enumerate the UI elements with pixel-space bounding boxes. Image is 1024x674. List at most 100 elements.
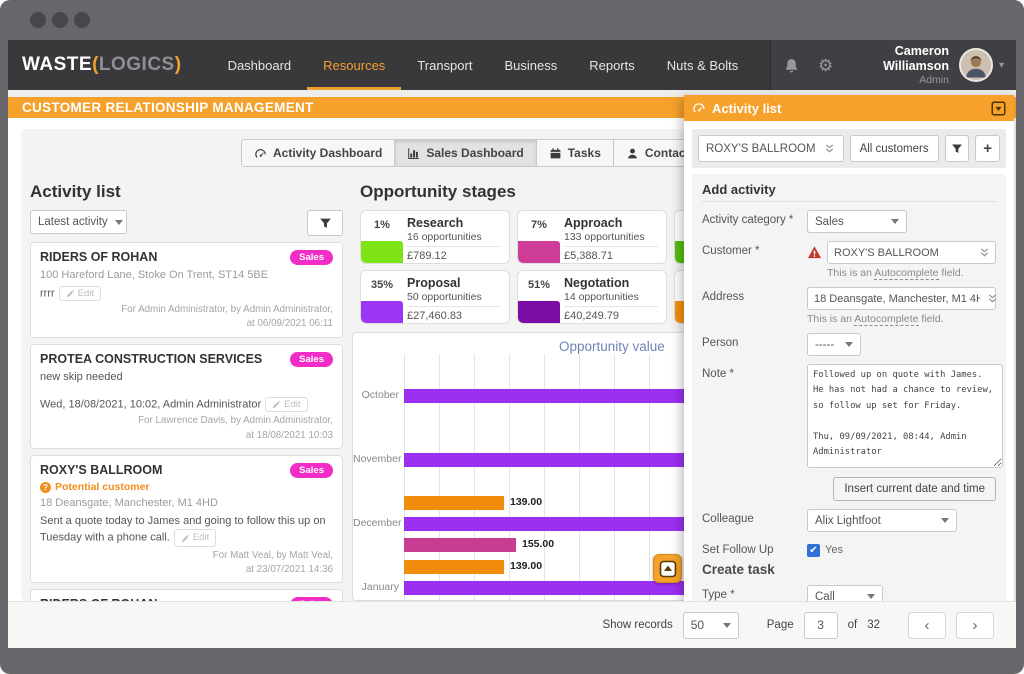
chart-month-group: November [353,428,684,492]
status-badge: Sales [290,597,333,601]
nav-item-reports[interactable]: Reports [589,57,635,73]
tab-contacts[interactable]: Contacts [612,139,684,167]
stage-card[interactable]: 1% Research 16 opportunities £789.12 [360,210,510,264]
tab-activity-dashboard[interactable]: Activity Dashboard [241,139,396,167]
chart-month-group: January 139.00 [362,556,684,600]
chart-bar-purple[interactable] [404,517,684,531]
customer-filter-select[interactable]: ROXY'S BALLROOM [698,135,844,162]
nav-items: Dashboard Resources Transport Business Repor… [212,40,755,90]
show-records-label: Show records [602,619,673,631]
stage-card[interactable]: 51% Negotation 14 opportunities £40,249.79 [517,270,667,324]
window-dot-3[interactable] [74,12,90,28]
chart-month-label: November [353,453,402,465]
chart-bar-magenta[interactable]: 155.00 [404,538,554,552]
activity-category-select[interactable]: Sales [807,210,907,233]
stage-color-swatch [518,301,560,323]
add-button[interactable]: + [975,135,1000,162]
panel-title: Activity list [712,100,782,116]
window-dot-2[interactable] [52,12,68,28]
stage-percent: 7% [531,219,547,231]
chart-month-label: December [353,517,402,529]
double-chevron-icon[interactable] [978,246,991,259]
next-page-button[interactable]: › [956,611,994,639]
gear-icon[interactable]: ⚙ [818,55,834,75]
stage-card-partial[interactable]: 2 [674,270,684,324]
brand-logo[interactable]: WASTE(LOGICS) [22,54,182,75]
task-type-select[interactable]: Call [807,585,883,601]
edit-button[interactable]: Edit [173,529,217,547]
all-customers-button[interactable]: All customers [849,135,939,162]
stage-percent: 3 [675,219,684,231]
activity-card[interactable]: ROXY'S BALLROOM Sales ? Potential customer 1… [30,454,343,584]
double-chevron-icon[interactable] [986,292,999,305]
funnel-icon [952,144,962,153]
activity-card[interactable]: RIDERS OF ROHANSalesCross-group 24hour a… [30,589,343,601]
edit-button[interactable]: Edit [58,286,102,302]
stage-percent: 51% [527,279,551,291]
person-icon [626,147,639,160]
stage-count: 133 opportunities [564,231,658,247]
stage-color-swatch [675,301,684,323]
filter-button[interactable] [307,210,343,236]
nav-item-nuts-amp-bolts[interactable]: Nuts & Bolts [666,57,739,73]
tab-sales-dashboard[interactable]: Sales Dashboard [394,139,537,167]
status-badge: Sales [290,351,333,368]
nav-item-resources[interactable]: Resources [307,40,402,90]
chevron-down-icon[interactable]: ▾ [998,59,1004,71]
follow-up-checkbox[interactable]: ✔ [807,544,820,557]
card-edit-line: rrrr Edit [40,286,333,302]
customer-input[interactable] [832,245,974,260]
stage-card-partial[interactable]: 3 [674,210,684,264]
window-dot-1[interactable] [30,12,46,28]
chart-bar-purple[interactable] [404,453,684,467]
chart-bar-orange[interactable]: 139.00 [404,560,542,574]
stage-card[interactable]: 7% Approach 133 opportunities £5,388.71 [517,210,667,264]
edit-button[interactable]: Edit [265,397,308,413]
stage-percent: 35% [370,279,394,291]
nav-item-dashboard[interactable]: Dashboard [227,57,292,73]
chart-bar-purple[interactable] [404,581,684,595]
panel-filter-button[interactable] [944,135,970,162]
bell-icon[interactable] [783,57,800,74]
user-names[interactable]: Cameron Williamson Admin [833,44,949,87]
note-textarea[interactable]: Followed up on quote with James. He has … [807,364,1003,468]
address-input-wrap [807,287,999,310]
address-input[interactable] [812,291,982,306]
chart-month-group: October [362,364,684,428]
activity-card[interactable]: RIDERS OF ROHAN Sales 100 Hareford Lane, S… [30,242,343,338]
app-window: WASTE(LOGICS) Dashboard Resources Transpor… [8,40,1016,648]
chart-title: Opportunity value [559,339,665,354]
gauge-icon [254,147,267,160]
insert-datetime-button[interactable]: Insert current date and time [833,477,996,501]
chevron-down-icon [867,594,875,599]
nav-item-business[interactable]: Business [504,57,558,73]
prev-page-button[interactable]: ‹ [908,611,946,639]
user-role: Admin [919,73,949,86]
chevron-down-icon [114,219,123,225]
scroll-to-top-button[interactable] [653,554,682,583]
avatar[interactable] [958,48,993,82]
stage-card[interactable]: 35% Proposal 50 opportunities £27,460.83 [360,270,510,324]
page-number-input[interactable] [803,611,838,639]
sort-select[interactable]: Latest activity [30,210,127,234]
dashboard-tabs: Activity Dashboard Sales Dashboard Tasks Co… [241,139,684,167]
chart-bar-orange[interactable]: 139.00 [404,496,542,510]
double-chevron-icon [825,144,833,153]
records-per-page-select[interactable]: 50 [682,611,739,639]
activity-card[interactable]: PROTEA CONSTRUCTION SERVICES Sales new ski… [30,343,343,449]
stage-value: £5,388.71 [564,250,613,262]
tab-tasks[interactable]: Tasks [535,139,614,167]
chart-month-label: October [361,389,399,401]
chart-gridline [439,354,440,600]
card-meta: For Lawrence Davis, by Admin Administrat… [138,415,333,441]
card-title: PROTEA CONSTRUCTION SERVICES [40,351,263,366]
nav-item-transport[interactable]: Transport [417,57,473,73]
stage-color-swatch [675,241,684,263]
autocomplete-helper: This is an Autocomplete field. [807,313,944,326]
colleague-select[interactable]: Alix Lightfoot [807,509,957,532]
panel-collapse-button[interactable] [991,101,1006,116]
card-meta: For Admin Administrator, by Admin Admini… [121,304,333,330]
person-select[interactable]: ----- [807,333,861,356]
chart-bar-purple[interactable] [404,389,684,403]
